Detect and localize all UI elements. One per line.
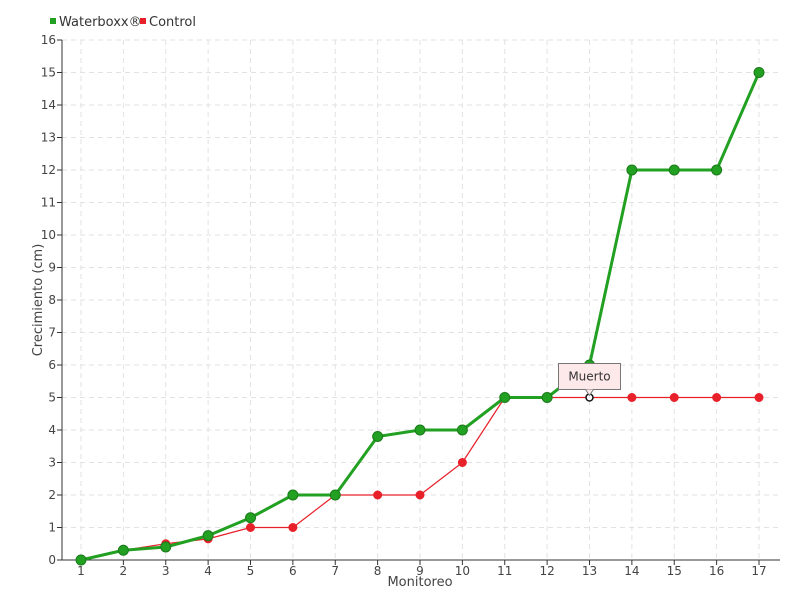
data-point-control — [415, 490, 425, 500]
data-point-waterboxx — [287, 489, 299, 501]
y-tick-label: 16 — [41, 33, 56, 47]
x-tick-label: 3 — [162, 564, 170, 578]
annotation-label: Muerto — [568, 370, 610, 384]
x-ticks: 1 2 3 4 5 6 7 8 9 10 11 12 13 14 15 16 17 — [77, 560, 767, 578]
data-point-waterboxx — [372, 431, 384, 442]
data-point-waterboxx — [329, 489, 341, 501]
data-point-waterboxx — [668, 164, 680, 176]
data-point-control — [373, 490, 383, 500]
x-tick-label: 10 — [455, 564, 470, 578]
data-point-control — [627, 393, 637, 402]
data-point-waterboxx — [541, 392, 553, 403]
data-point-waterboxx — [245, 512, 256, 524]
data-point-control — [246, 523, 255, 532]
y-tick-label: 4 — [48, 423, 56, 437]
y-tick-label: 15 — [41, 66, 56, 80]
annotations: Muerto — [558, 363, 621, 397]
data-point-waterboxx — [626, 164, 638, 176]
y-tick-label: 5 — [48, 391, 56, 405]
y-tick-label: 8 — [48, 293, 56, 307]
y-tick-label: 2 — [48, 488, 56, 502]
data-point-waterboxx — [202, 530, 214, 542]
y-axis-title: Crecimiento (cm) — [31, 244, 46, 357]
y-tick-label: 1 — [48, 521, 56, 535]
legend-label-control: Control — [149, 15, 196, 30]
data-point-waterboxx — [414, 424, 426, 436]
annotation-box — [558, 363, 621, 390]
data-point-waterboxx — [117, 544, 129, 556]
y-tick-label: 10 — [41, 228, 56, 242]
x-tick-label: 8 — [374, 564, 382, 578]
x-tick-label: 2 — [120, 564, 128, 578]
x-tick-label: 17 — [751, 564, 766, 578]
y-tick-label: 9 — [48, 261, 56, 275]
x-tick-label: 7 — [331, 564, 339, 578]
x-tick-label: 4 — [204, 564, 212, 578]
data-point-control — [457, 458, 467, 467]
y-tick-label: 0 — [48, 553, 56, 567]
x-tick-label: 16 — [709, 564, 724, 578]
x-tick-label: 9 — [416, 564, 424, 578]
data-point-waterboxx — [711, 164, 723, 176]
data-point-waterboxx — [456, 424, 468, 436]
data-point-waterboxx — [753, 67, 765, 78]
y-tick-label: 12 — [41, 163, 56, 177]
x-tick-label: 12 — [539, 564, 554, 578]
x-tick-label: 1 — [77, 564, 85, 578]
x-tick-label: 13 — [582, 564, 597, 578]
y-tick-label: 3 — [48, 456, 56, 470]
data-point-control — [712, 393, 722, 402]
x-tick-label: 11 — [497, 564, 512, 578]
x-axis-title: Monitoreo — [387, 575, 452, 590]
data-point-waterboxx — [499, 392, 511, 403]
y-tick-label: 14 — [41, 98, 56, 112]
data-point-waterboxx — [160, 541, 172, 553]
data-point-control — [754, 393, 764, 402]
y-tick-label: 11 — [41, 196, 56, 210]
x-tick-label: 6 — [289, 564, 297, 578]
data-point-waterboxx — [75, 554, 87, 566]
legend: Waterboxx® Control — [50, 15, 196, 30]
x-tick-label: 14 — [624, 564, 639, 578]
y-tick-label: 7 — [48, 326, 56, 340]
legend-label-waterboxx: Waterboxx® — [59, 15, 142, 30]
axes — [61, 40, 780, 561]
y-tick-label: 13 — [41, 131, 56, 145]
series-line-waterboxx — [80, 71, 761, 562]
data-point-control — [288, 523, 298, 532]
grid — [62, 39, 780, 560]
data-point-control — [669, 393, 679, 402]
x-tick-label: 5 — [247, 564, 255, 578]
annotation-pointer — [585, 389, 594, 397]
x-tick-label: 15 — [667, 564, 682, 578]
y-tick-label: 6 — [48, 358, 56, 372]
legend-marker-control — [140, 18, 146, 24]
legend-marker-waterboxx — [50, 18, 56, 24]
